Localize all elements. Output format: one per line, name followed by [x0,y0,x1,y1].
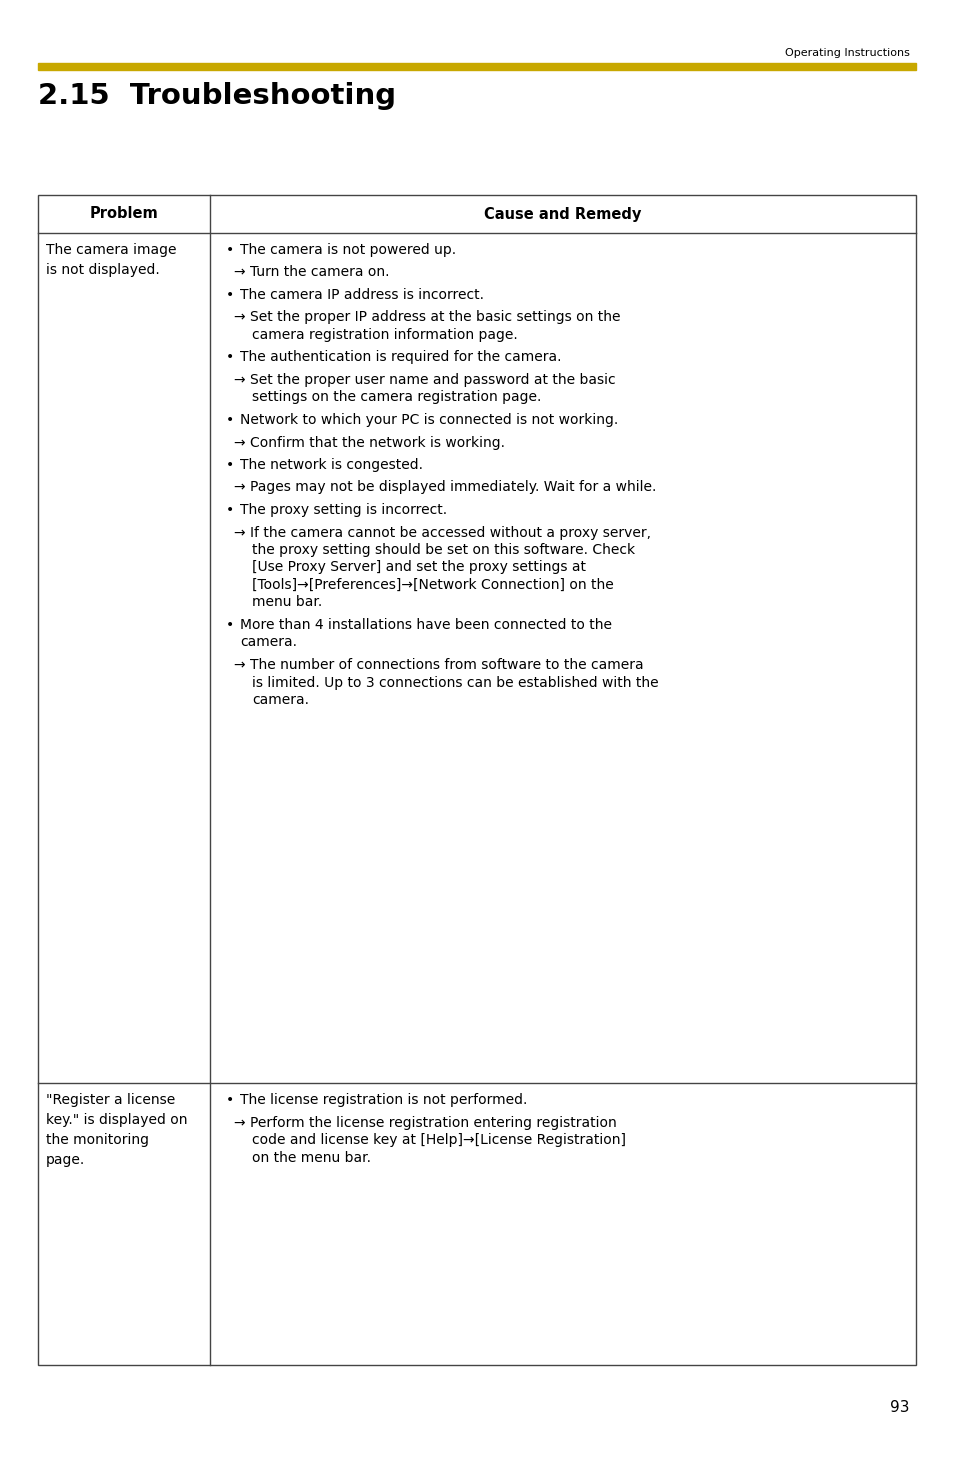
Text: Operating Instructions: Operating Instructions [784,49,909,58]
Text: → Turn the camera on.: → Turn the camera on. [233,266,389,279]
Text: Problem: Problem [90,207,158,221]
Text: camera.: camera. [252,693,309,707]
Text: 2.15  Troubleshooting: 2.15 Troubleshooting [38,83,395,111]
Text: •: • [226,618,234,631]
Text: [Tools]→[Preferences]→[Network Connection] on the: [Tools]→[Preferences]→[Network Connectio… [252,578,613,591]
Text: •: • [226,503,234,518]
Text: the proxy setting should be set on this software. Check: the proxy setting should be set on this … [252,543,635,558]
Text: → Confirm that the network is working.: → Confirm that the network is working. [233,435,504,450]
Text: → The number of connections from software to the camera: → The number of connections from softwar… [233,658,643,673]
Text: [Use Proxy Server] and set the proxy settings at: [Use Proxy Server] and set the proxy set… [252,560,585,574]
Text: •: • [226,288,234,302]
Text: camera registration information page.: camera registration information page. [252,327,517,342]
Bar [38,195,915,1364]
Text: "Register a license
key." is displayed on
the monitoring
page.: "Register a license key." is displayed o… [46,1093,188,1167]
Text: code and license key at [Help]→[License Registration]: code and license key at [Help]→[License … [252,1133,625,1148]
Text: Cause and Remedy: Cause and Remedy [484,207,641,221]
Text: Network to which your PC is connected is not working.: Network to which your PC is connected is… [240,413,618,426]
Text: The camera is not powered up.: The camera is not powered up. [240,243,456,257]
Text: on the menu bar.: on the menu bar. [252,1150,371,1164]
Text: → If the camera cannot be accessed without a proxy server,: → If the camera cannot be accessed witho… [233,525,650,540]
Text: 93: 93 [889,1400,909,1415]
Text: settings on the camera registration page.: settings on the camera registration page… [252,391,540,404]
Text: The camera IP address is incorrect.: The camera IP address is incorrect. [240,288,483,302]
Text: The camera image
is not displayed.: The camera image is not displayed. [46,243,176,277]
Text: The authentication is required for the camera.: The authentication is required for the c… [240,351,561,364]
Text: → Pages may not be displayed immediately. Wait for a while.: → Pages may not be displayed immediately… [233,481,656,494]
Text: •: • [226,459,234,472]
Bar [38,63,915,69]
Text: •: • [226,1093,234,1108]
Text: is limited. Up to 3 connections can be established with the: is limited. Up to 3 connections can be e… [252,676,658,689]
Text: •: • [226,243,234,257]
Text: The license registration is not performed.: The license registration is not performe… [240,1093,527,1108]
Text: •: • [226,413,234,426]
Text: menu bar.: menu bar. [252,596,322,609]
Text: → Set the proper IP address at the basic settings on the: → Set the proper IP address at the basic… [233,311,619,324]
Text: More than 4 installations have been connected to the: More than 4 installations have been conn… [240,618,612,631]
Text: → Set the proper user name and password at the basic: → Set the proper user name and password … [233,373,615,386]
Text: The network is congested.: The network is congested. [240,459,422,472]
Text: The proxy setting is incorrect.: The proxy setting is incorrect. [240,503,447,518]
Text: → Perform the license registration entering registration: → Perform the license registration enter… [233,1115,616,1130]
Text: camera.: camera. [240,636,296,649]
Text: •: • [226,351,234,364]
